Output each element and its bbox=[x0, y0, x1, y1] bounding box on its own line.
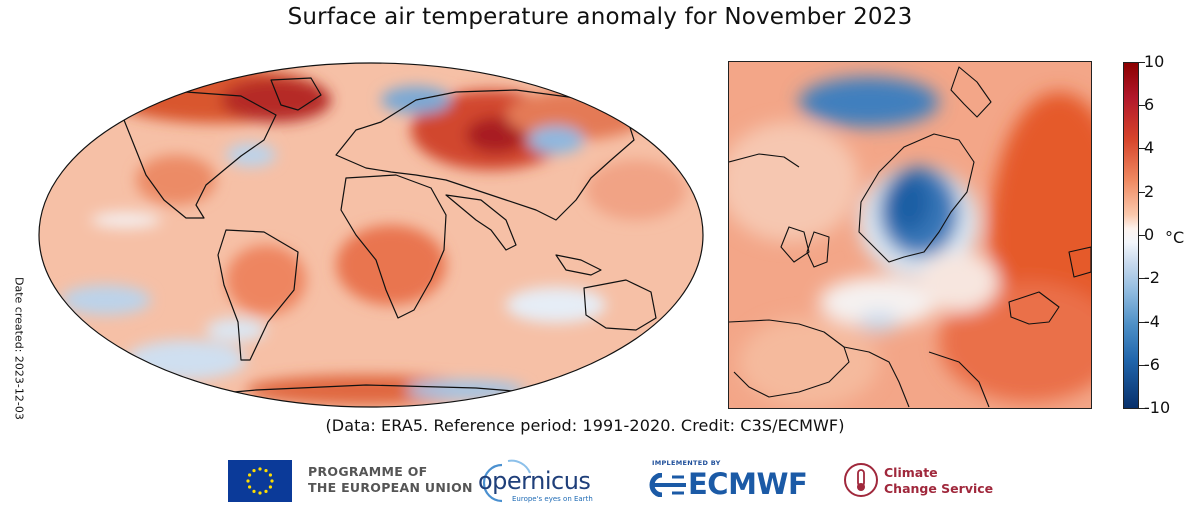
copernicus-logo-mark bbox=[482, 459, 531, 503]
c3s-text: Climate Change Service bbox=[884, 465, 993, 497]
colorbar-tick-label: 0 bbox=[1144, 225, 1155, 244]
colorbar-tick-label: -6 bbox=[1144, 355, 1160, 374]
ecmwf-logo-mark bbox=[649, 473, 686, 497]
world-map-canvas bbox=[38, 62, 704, 408]
c3s-text-line1: Climate bbox=[884, 465, 938, 480]
c3s-text-line2: Change Service bbox=[884, 481, 994, 496]
eu-flag-logo bbox=[228, 460, 292, 502]
c3s-logo-mark bbox=[844, 463, 878, 497]
colorbar-tick-label: -10 bbox=[1144, 398, 1171, 417]
colorbar-unit: °C bbox=[1165, 228, 1185, 247]
colorbar-tick bbox=[1139, 365, 1145, 366]
colorbar-tick-label: -4 bbox=[1144, 312, 1160, 331]
colorbar-tick bbox=[1139, 192, 1145, 193]
colorbar-tick bbox=[1139, 148, 1145, 149]
colorbar-tick bbox=[1139, 235, 1145, 236]
colorbar-tick-label: 2 bbox=[1144, 182, 1155, 201]
colorbar-tick-label: 10 bbox=[1144, 52, 1165, 71]
colorbar-tick bbox=[1139, 105, 1145, 106]
colorbar bbox=[1123, 62, 1139, 409]
eu-text-line2: THE EUROPEAN UNION bbox=[308, 480, 473, 495]
implemented-by-label: IMPLEMENTED BY bbox=[652, 459, 721, 467]
world-map-frame bbox=[38, 62, 704, 408]
europe-coastlines bbox=[729, 66, 1091, 408]
copernicus-tagline: Europe's eyes on Earth bbox=[512, 495, 593, 503]
date-created-label: Date created: 2023-12-03 bbox=[12, 276, 26, 420]
map-title: Surface air temperature anomaly for Nove… bbox=[287, 4, 913, 30]
world-anomaly-map bbox=[36, 60, 706, 410]
colorbar-tick bbox=[1139, 62, 1145, 63]
colorbar-tick bbox=[1139, 408, 1145, 409]
europe-map-canvas bbox=[729, 62, 1091, 408]
data-credit: (Data: ERA5. Reference period: 1991-2020… bbox=[325, 416, 845, 435]
colorbar-tick-label: 4 bbox=[1144, 138, 1155, 157]
eu-programme-text: PROGRAMME OF THE EUROPEAN UNION bbox=[308, 464, 473, 496]
ecmwf-wordmark: ECMWF bbox=[688, 467, 808, 501]
europe-anomaly-map bbox=[728, 61, 1092, 409]
copernicus-wordmark: opernicus bbox=[478, 467, 591, 495]
colorbar-tick bbox=[1139, 322, 1145, 323]
colorbar-tick-label: -2 bbox=[1144, 268, 1160, 287]
colorbar-tick-label: 6 bbox=[1144, 95, 1155, 114]
logo-strip: PROGRAMME OF THE EUROPEAN UNION opernicu… bbox=[0, 455, 1200, 510]
colorbar-tick bbox=[1139, 278, 1145, 279]
eu-text-line1: PROGRAMME OF bbox=[308, 464, 428, 479]
